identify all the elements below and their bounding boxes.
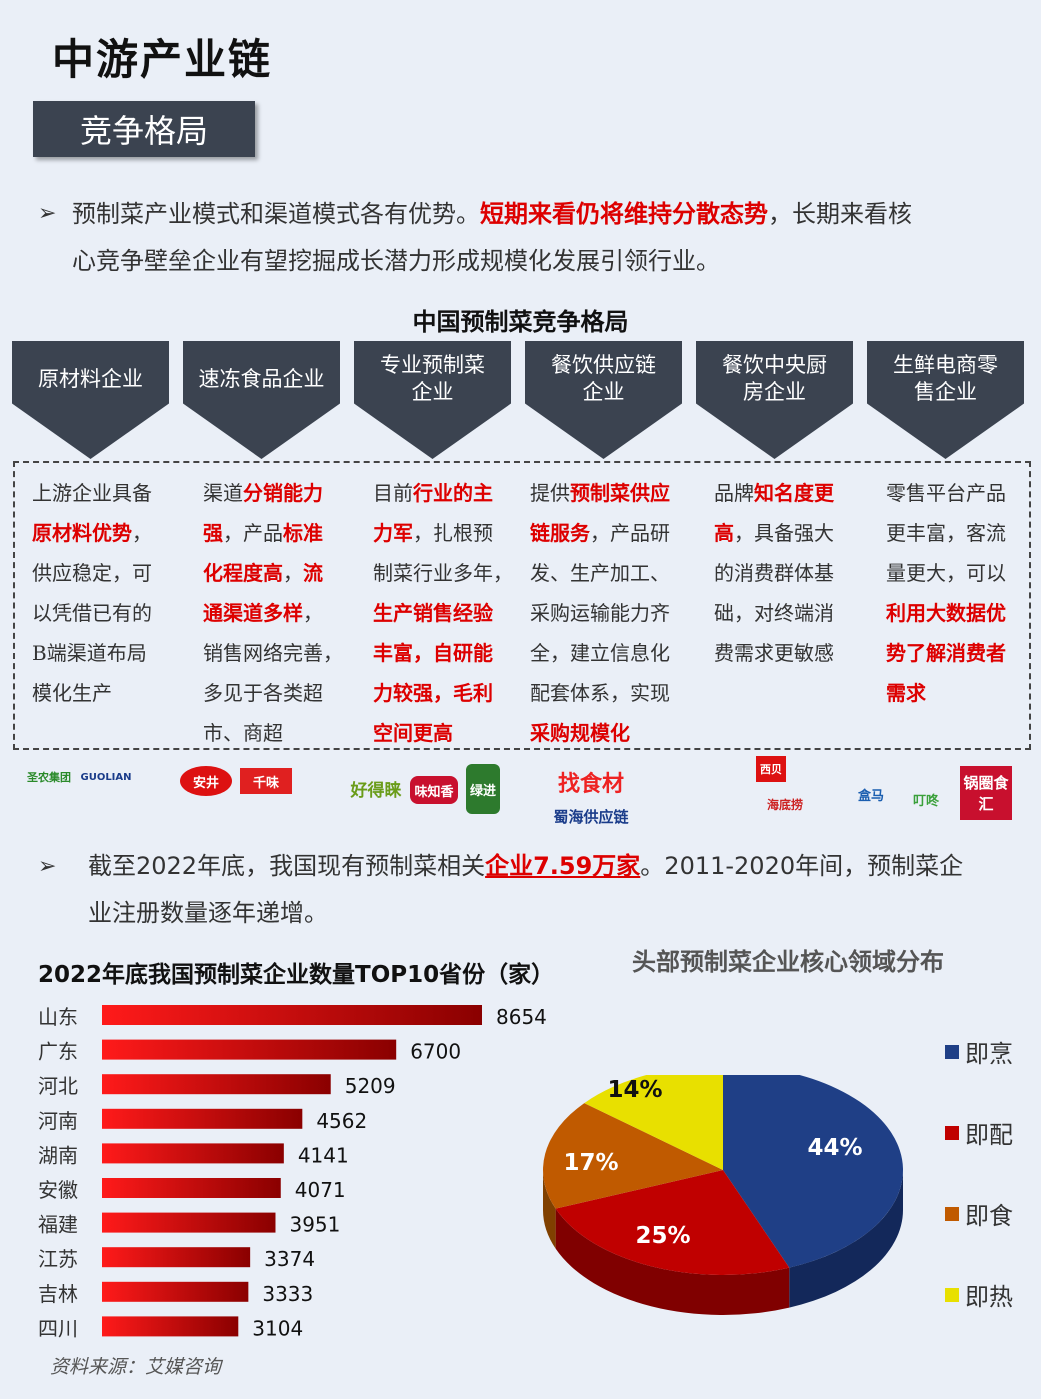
bar-category-label: 江苏 [38,1247,78,1271]
qianwei-logo: 千味 [240,768,292,794]
bar-category-label: 山东 [38,1005,78,1029]
landscape-title: 中国预制菜竞争格局 [412,307,629,336]
bar-value-label: 3333 [262,1282,313,1306]
bar-category-label: 广东 [38,1040,78,1064]
pie-chart: 44% 25% 17% 14% [543,1075,903,1315]
bar-value-label: 4071 [295,1178,346,1202]
legend-label-2: 即食 [965,1202,1013,1230]
legend-swatch-1 [945,1126,959,1140]
arrow-bullet-icon: ➢ [38,201,57,226]
bar-value-label: 3374 [264,1247,315,1271]
category-frozen-food: 速冻食品企业 [183,341,340,459]
desc-raw-material: 上游企业具备 原材料优势， 供应稳定，可 以凭借已有的 B端渠道布局 模化生产 [32,481,152,705]
bar-value-label: 3104 [252,1316,303,1340]
legend-label-1: 即配 [965,1121,1013,1149]
pie-chart-title: 头部预制菜企业核心领域分布 [632,947,944,976]
dingdong-logo: 叮咚 [912,793,939,809]
anjoy-logo: 安井 [180,766,232,796]
pie-slice-0 [723,1075,903,1268]
category-prepared-dish: 专业预制菜企业 [354,341,511,459]
bar-1 [102,1039,397,1060]
shuhai-logo: 蜀海供应链 [553,807,629,826]
bar-8 [102,1281,249,1302]
bar-category-label: 河南 [38,1109,78,1133]
section-tag: 竞争格局 [33,101,255,157]
category-row: 原材料企业 速冻食品企业 专业预制菜企业 餐饮供应链企业 餐饮中央厨房企业 生鲜… [12,341,1032,459]
bar-category-label: 湖南 [38,1143,78,1167]
intro-highlight: 短期来看仍将维持分散态势 [480,199,768,228]
page-title: 中游产业链 [52,35,273,84]
haodelai-logo: 好得睐 [350,780,402,801]
bar-value-label: 4562 [316,1109,367,1133]
bar-7 [102,1247,251,1268]
bar-3 [102,1108,303,1129]
bar-category-label: 安徽 [38,1178,78,1202]
xibei-logo: 西贝 [756,756,786,782]
bar-0 [102,1005,482,1025]
guolian-logo: GUOLIAN [80,771,132,783]
pie-side-2 [543,1170,556,1249]
desc-supply-chain: 提供预制菜供应 链服务，产品研 发、生产加工、 采购运输能力齐 全，建立信息化 … [530,481,670,745]
desc-frozen-food: 渠道分销能力 强，产品标准 化程度高，流 通渠道多样， 销售网络完善， 多见于各… [203,481,343,745]
pie-side-0 [789,1170,903,1308]
bar-category-label: 吉林 [38,1282,78,1306]
bar-9 [102,1316,239,1337]
pie-value-label: 25% [635,1223,690,1249]
bar-value-label: 3951 [289,1213,340,1237]
pie-slice-3 [584,1075,723,1170]
desc-prepared-dish: 目前行业的主 力军，扎根预 制菜行业多年， 生产销售经验 丰富，自研能 力较强，… [373,481,513,745]
lvjin-logo: 绿进 [466,764,500,814]
zhaoshicai-logo: 找食材 [557,772,624,797]
pie-value-label: 44% [807,1135,862,1161]
intro-line2: 心竞争壁垒企业有望挖掘成长潜力形成规模化发展引领行业。 [72,247,720,275]
bar-category-label: 河北 [38,1074,78,1098]
bar-chart-title: 2022年底我国预制菜企业数量TOP10省份（家） [38,962,555,988]
bar-category-label: 四川 [38,1316,78,1340]
pie-side-1 [555,1208,790,1315]
pie-slice-1 [555,1170,790,1275]
intro-paragraph: ➢ 预制菜产业模式和渠道模式各有优势。短期来看仍将维持分散态势，长期来看核 心竞… [38,190,1012,285]
stat-part2: 。2011-2020年间，预制菜企 [640,852,964,880]
intro-part2: ，长期来看核 [768,200,912,228]
bar-5 [102,1178,281,1198]
shengnong-logo: 圣农集团 [27,771,71,784]
legend-swatch-2 [945,1207,959,1221]
arrow-bullet-icon: ➢ [38,854,57,879]
stat-paragraph: ➢ 截至2022年底，我国现有预制菜相关企业7.59万家。2011-2020年间… [38,843,1013,937]
pie-slice-2 [543,1103,723,1209]
bar-value-label: 5209 [345,1074,396,1098]
stat-highlight: 企业7.59万家 [485,852,641,880]
legend-swatch-3 [945,1288,959,1302]
pie-value-label: 17% [563,1150,618,1176]
desc-fresh-ecommerce: 零售平台产品 更丰富，客流 量更大，可以 利用大数据优 势了解消费者 需求 [886,481,1006,705]
desc-central-kitchen: 品牌知名度更 高，具备强大 的消费群体基 础，对终端消 费需求更敏感 [714,481,834,665]
stat-line2: 业注册数量逐年递增。 [88,899,328,927]
haidilao-logo: 海底捞 [766,797,803,812]
bar-value-label: 6700 [410,1040,461,1064]
bar-2 [102,1074,331,1095]
source-note: 资料来源：艾媒咨询 [50,1356,222,1378]
category-central-kitchen: 餐饮中央厨房企业 [696,341,853,459]
weizhixiang-logo: 味知香 [410,776,458,804]
legend-label-0: 即烹 [965,1040,1013,1068]
pie-value-label: 14% [607,1077,662,1103]
bar-chart: 山东 8654 广东 6700 河北 5209 河南 4562 湖南 4141 安徽 4071 福建 39… [38,1005,547,1340]
company-logos: 圣农集团 GUOLIAN 安井 千味 好得睐 味知香 绿进 找食材 蜀海供应链 … [0,752,1041,832]
category-raw-material: 原材料企业 [12,341,169,459]
stat-part1: 截至2022年底，我国现有预制菜相关 [88,852,486,880]
bar-category-label: 福建 [38,1213,78,1237]
hema-logo: 盒马 [857,788,884,804]
bar-value-label: 8654 [496,1005,547,1029]
category-fresh-ecommerce: 生鲜电商零售企业 [867,341,1024,459]
intro-part1: 预制菜产业模式和渠道模式各有优势。 [72,200,480,228]
legend-swatch-0 [945,1045,959,1059]
description-box [13,461,1031,750]
bar-value-label: 4141 [298,1143,349,1167]
bar-4 [102,1143,284,1164]
guoquan-logo: 锅圈食汇 [960,766,1012,820]
bar-6 [102,1212,276,1233]
category-supply-chain: 餐饮供应链企业 [525,341,682,459]
legend-label-3: 即热 [965,1283,1013,1311]
